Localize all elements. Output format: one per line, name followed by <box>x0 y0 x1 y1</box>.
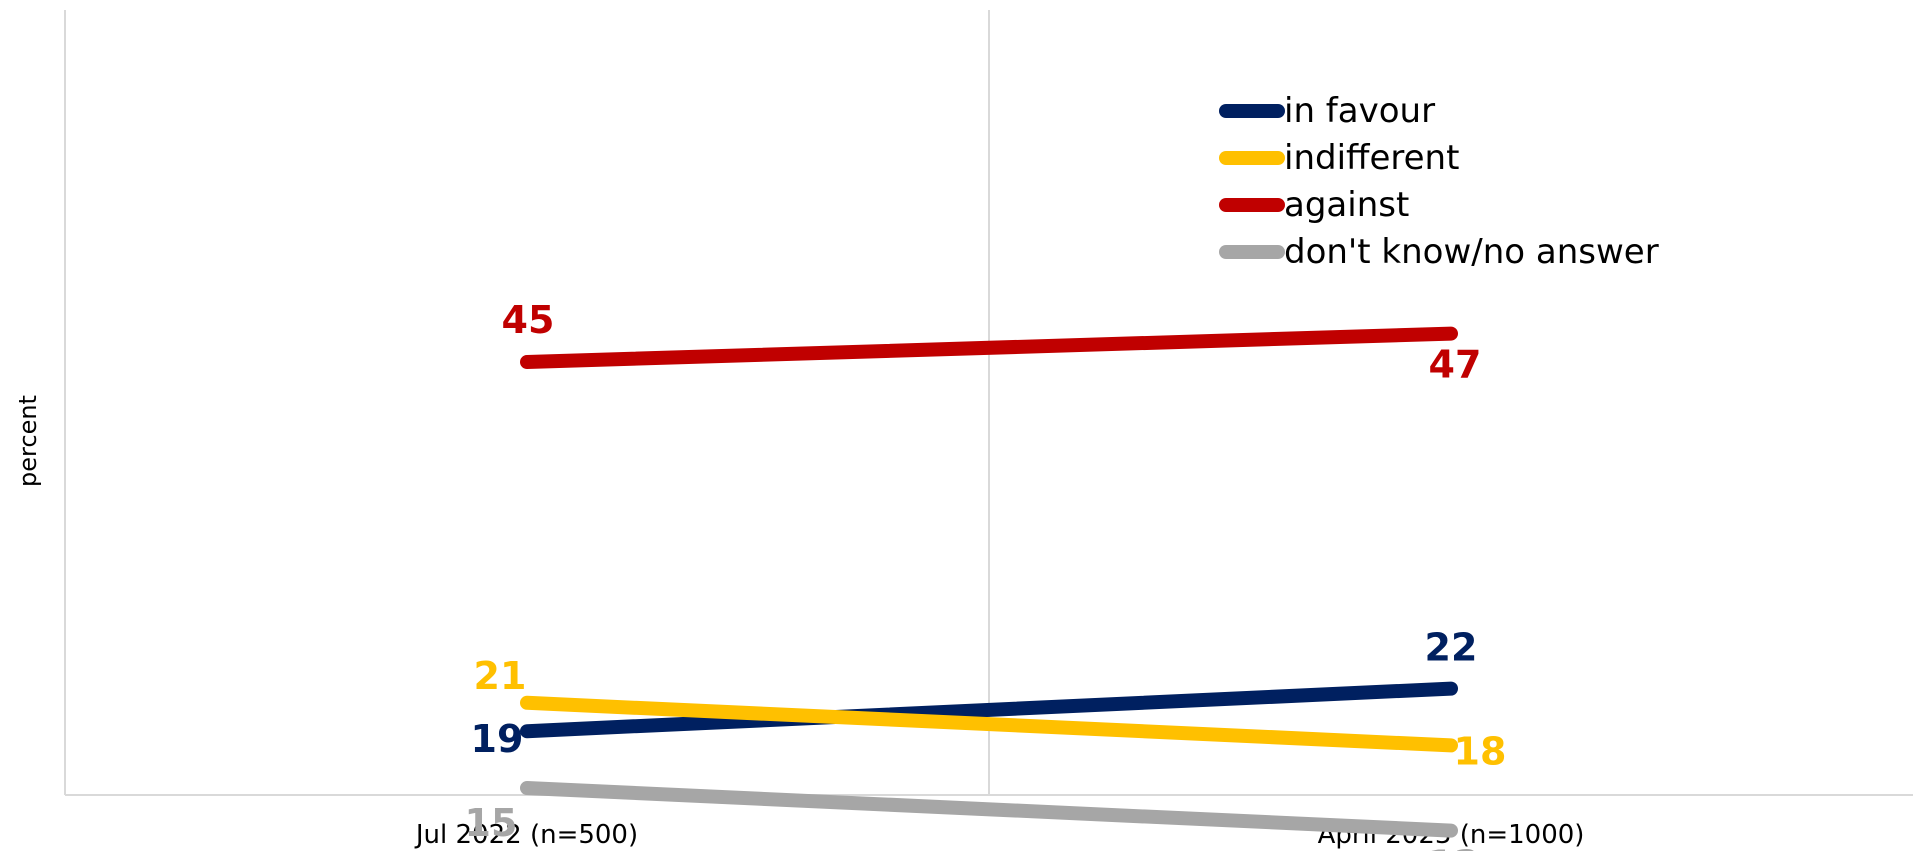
legend-label-against: against <box>1284 185 1409 225</box>
series-line-against <box>520 326 1458 369</box>
legend-item-indifferent: indifferent <box>1219 138 1459 178</box>
legend-label-indifferent: indifferent <box>1284 138 1459 178</box>
legend: in favour indifferent against don't know… <box>1219 91 1659 272</box>
data-label-against-jul-2022: 45 <box>502 298 555 342</box>
y-axis-title: percent <box>14 395 42 487</box>
legend-label-dont-know: don't know/no answer <box>1284 232 1659 272</box>
legend-item-in-favour: in favour <box>1219 91 1435 131</box>
x-tick-label-jul-2022: Jul 2022 (n=500) <box>414 820 638 850</box>
data-label-dont-know-jul-2022: 15 <box>465 801 518 845</box>
data-label-dont-know-april-2023: 12 <box>1428 843 1481 851</box>
series-line-indifferent <box>520 695 1458 753</box>
data-label-indifferent-jul-2022: 21 <box>474 654 527 698</box>
data-labels: 19 22 21 18 45 47 15 12 <box>465 298 1507 851</box>
data-label-against-april-2023: 47 <box>1429 343 1482 387</box>
data-label-in-favour-jul-2022: 19 <box>471 717 524 761</box>
data-label-indifferent-april-2023: 18 <box>1454 729 1507 773</box>
legend-item-dont-know: don't know/no answer <box>1219 232 1659 272</box>
series-line-in-favour <box>520 681 1458 739</box>
series-line-dont-know <box>520 781 1458 838</box>
legend-item-against: against <box>1219 185 1409 225</box>
data-label-in-favour-april-2023: 22 <box>1425 626 1478 670</box>
legend-label-in-favour: in favour <box>1284 91 1435 131</box>
series-lines <box>520 326 1458 838</box>
